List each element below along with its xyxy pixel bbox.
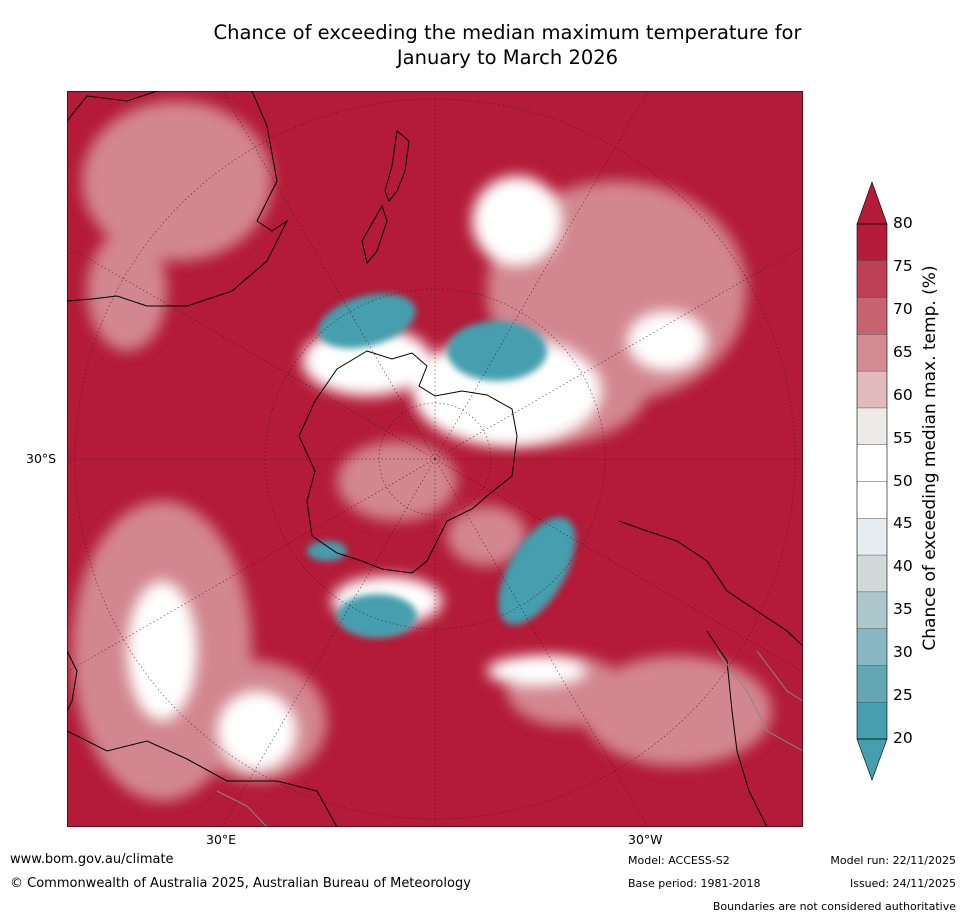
colorbar-band xyxy=(857,665,887,703)
colorbar-band xyxy=(857,702,887,740)
footer-website: www.bom.gov.au/climate xyxy=(10,852,174,867)
colorbar-band xyxy=(857,224,887,262)
colorbar-tick-label: 25 xyxy=(893,686,913,705)
colorbar-band xyxy=(857,371,887,409)
title-line-1: Chance of exceeding the median maximum t… xyxy=(213,21,802,44)
chart-title: Chance of exceeding the median maximum t… xyxy=(0,20,965,70)
colorbar-tick-label: 35 xyxy=(893,600,913,619)
coastlines xyxy=(67,91,803,827)
colorbar-tick-label: 55 xyxy=(893,428,913,447)
madagascar-coast xyxy=(67,650,78,712)
colorbar-band xyxy=(857,297,887,335)
colorbar-tick-label: 60 xyxy=(893,385,913,404)
colorbar-bands xyxy=(857,224,887,740)
title-line-2: January to March 2026 xyxy=(396,46,619,69)
colorbar-band xyxy=(857,518,887,556)
colorbar-tick-label: 30 xyxy=(893,643,913,662)
colorbar-tick-label: 65 xyxy=(893,342,913,361)
colorbar-tick-label: 45 xyxy=(893,514,913,533)
lon-label-30w: 30°W xyxy=(628,832,663,847)
zone-neutral xyxy=(127,176,707,771)
colorbar-band xyxy=(857,444,887,482)
colorbar-tick-label: 40 xyxy=(893,557,913,576)
colorbar-tick-label: 75 xyxy=(893,256,913,275)
colorbar-over-arrow xyxy=(856,181,888,225)
footer-model-run: Model run: 22/11/2025 xyxy=(830,854,956,867)
colorbar xyxy=(856,181,888,781)
colorbar-band xyxy=(857,334,887,372)
country-borders xyxy=(216,650,803,827)
colorbar-title-text: Chance of exceeding median max. temp. (%… xyxy=(920,265,940,651)
south-america-coast xyxy=(618,520,803,827)
footer-copyright: © Commonwealth of Australia 2025, Austra… xyxy=(10,876,471,891)
colorbar-tick-label: 70 xyxy=(893,299,913,318)
antarctica-coast xyxy=(298,350,518,574)
colorbar-tick-label: 80 xyxy=(893,214,913,232)
footer-model: Model: ACCESS-S2 xyxy=(628,854,730,867)
outlook-map xyxy=(67,91,803,827)
africa-coast xyxy=(67,730,338,827)
colorbar-under-arrow xyxy=(856,738,888,781)
new-zealand-coast xyxy=(361,130,410,265)
colorbar-band xyxy=(857,555,887,593)
colorbar-band xyxy=(857,628,887,666)
colorbar-tick-label: 20 xyxy=(893,729,913,747)
graticule xyxy=(67,91,803,827)
lon-label-30e: 30°E xyxy=(206,832,237,847)
colorbar-band xyxy=(857,481,887,519)
australia-coast xyxy=(67,91,289,307)
footer-base-period: Base period: 1981-2018 xyxy=(628,877,761,890)
lat-label-30s: 30°S xyxy=(26,451,57,466)
colorbar-tick-label: 50 xyxy=(893,471,913,490)
colorbar-band xyxy=(857,407,887,446)
footer-disclaimer: Boundaries are not considered authoritat… xyxy=(712,900,956,913)
colorbar-band xyxy=(857,260,887,298)
zone-low xyxy=(307,293,576,638)
footer-issued: Issued: 24/11/2025 xyxy=(849,877,956,890)
colorbar-band xyxy=(857,591,887,629)
